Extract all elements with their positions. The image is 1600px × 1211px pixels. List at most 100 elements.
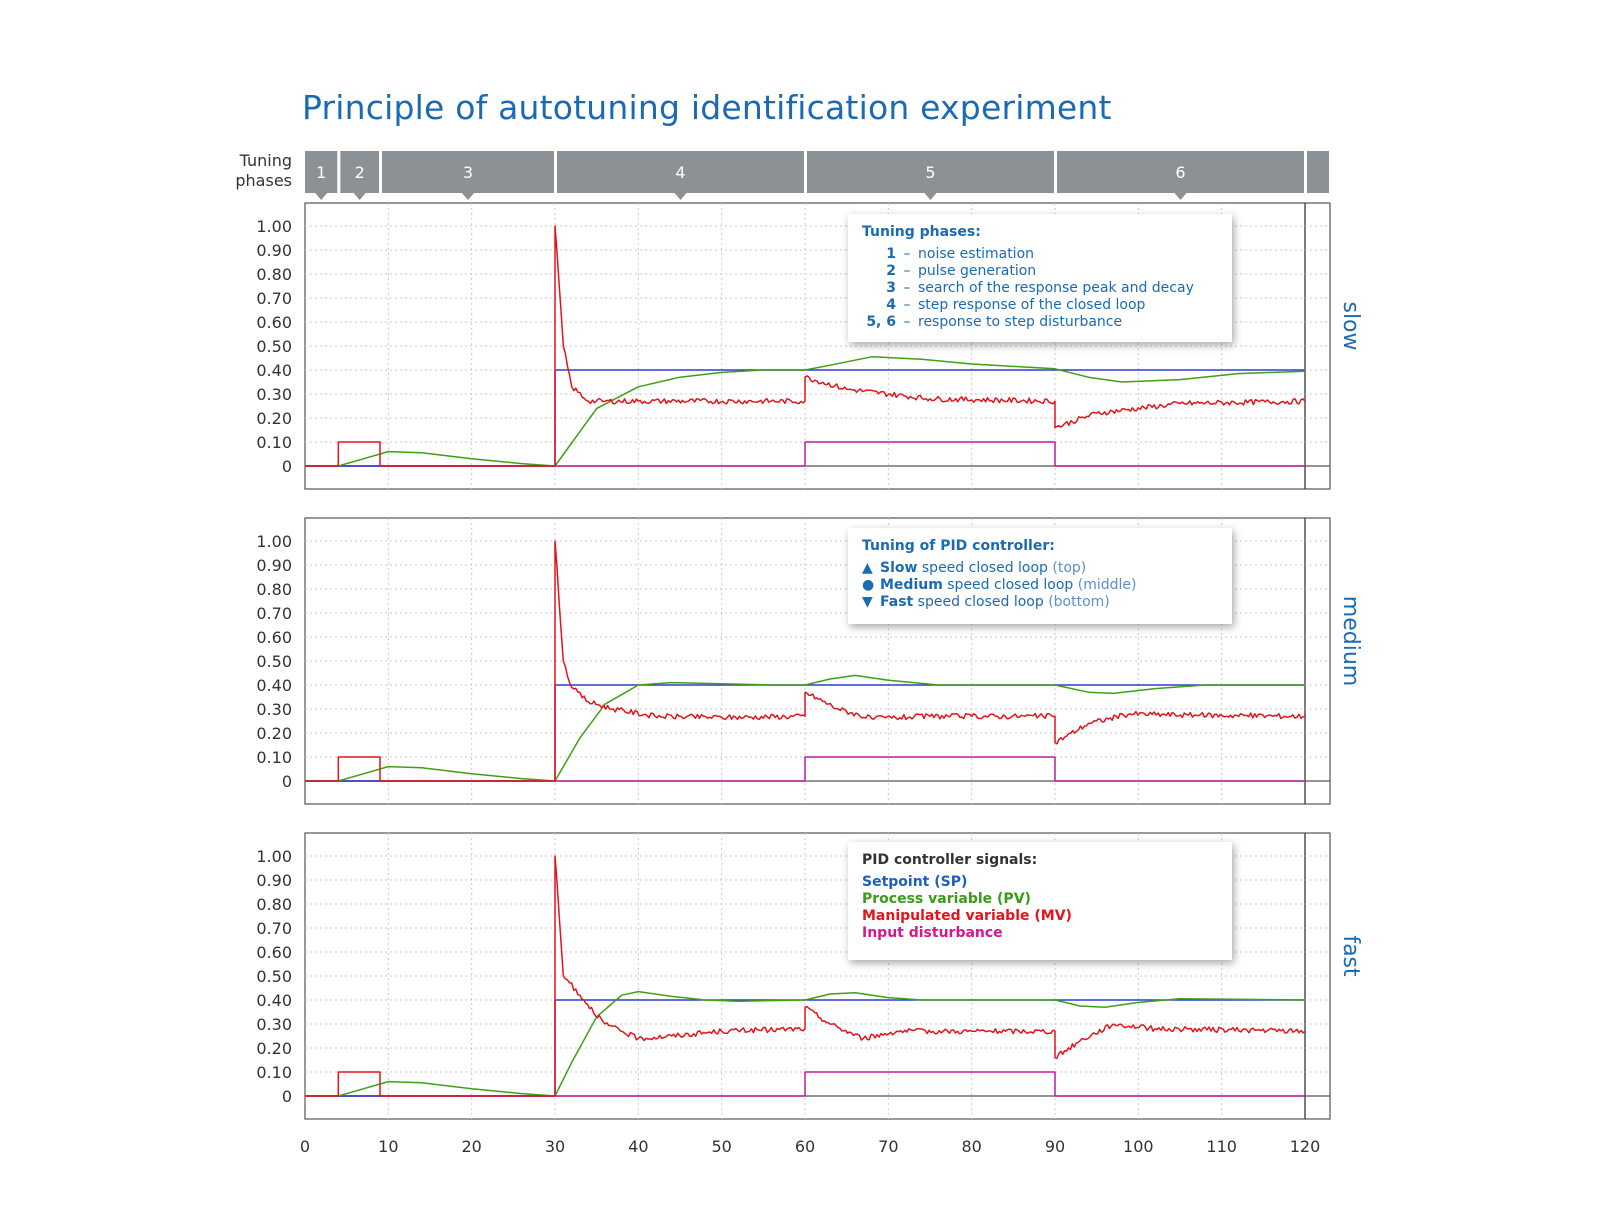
y-tick-label: 0.60	[256, 313, 292, 332]
phase-number: 3	[886, 280, 896, 296]
phase-description: search of the response peak and decay	[918, 280, 1194, 296]
y-tick-label: 0	[282, 772, 292, 791]
phase-number: 1	[886, 246, 896, 262]
triangle-up-icon: ▲	[862, 560, 873, 576]
y-tick-label: 0.60	[256, 628, 292, 647]
speed-note: (bottom)	[1048, 594, 1110, 610]
manipulated-variable-line	[305, 855, 1306, 1097]
speed-note: (top)	[1052, 560, 1087, 576]
phase-pointer	[1174, 193, 1187, 200]
y-tick-label: 0.70	[256, 919, 292, 938]
speed-text: speed closed loop	[917, 594, 1044, 610]
legend-item: ▲ Slow speed closed loop (top)	[862, 560, 1218, 577]
y-tick-label: 1.00	[256, 847, 292, 866]
legend-pid-tuning: Tuning of PID controller: ▲ Slow speed cl…	[848, 528, 1232, 624]
manipulated-variable-line	[305, 225, 1306, 467]
y-tick-label: 0	[282, 457, 292, 476]
y-tick-label: 0.80	[256, 895, 292, 914]
y-tick-label: 0.50	[256, 337, 292, 356]
y-tick-label: 1.00	[256, 532, 292, 551]
y-tick-label: 0.10	[256, 1063, 292, 1082]
x-tick-label: 50	[711, 1137, 731, 1156]
y-tick-label: 0.90	[256, 556, 292, 575]
x-tick-label: 80	[961, 1137, 981, 1156]
y-tick-label: 0.70	[256, 289, 292, 308]
x-tick-label: 100	[1123, 1137, 1154, 1156]
phase-pointer	[462, 193, 474, 200]
phase-segment	[557, 151, 804, 193]
y-tick-label: 0.80	[256, 580, 292, 599]
phase-segment	[382, 151, 554, 193]
circle-icon: ●	[862, 577, 875, 593]
legend-tuning-phases: Tuning phases: 1– noise estimation 2– puls…	[848, 214, 1232, 342]
y-tick-label: 0.40	[256, 361, 292, 380]
phase-label: 5	[925, 163, 935, 182]
y-tick-label: 0.40	[256, 991, 292, 1010]
y-tick-label: 0.30	[256, 700, 292, 719]
phase-number: 2	[886, 263, 896, 279]
x-tick-label: 10	[378, 1137, 398, 1156]
phase-description: step response of the closed loop	[918, 297, 1146, 313]
y-tick-label: 0.70	[256, 604, 292, 623]
phase-number: 4	[886, 297, 896, 313]
phase-number: 5, 6	[866, 314, 896, 330]
speed-text: speed closed loop	[947, 577, 1074, 593]
phase-pointer	[315, 193, 328, 200]
speed-note: (middle)	[1077, 577, 1137, 593]
speed-name: Medium	[880, 577, 943, 593]
legend-item-sp: Setpoint (SP)	[862, 874, 968, 890]
y-tick-label: 0.90	[256, 241, 292, 260]
y-tick-label: 0.20	[256, 724, 292, 743]
x-tick-label: 120	[1290, 1137, 1321, 1156]
phase-pointer	[674, 193, 687, 200]
y-tick-label: 0.20	[256, 409, 292, 428]
legend-item: ▼ Fast speed closed loop (bottom)	[862, 594, 1218, 611]
panel-label: slow	[1338, 301, 1363, 350]
x-tick-label: 70	[878, 1137, 898, 1156]
legend-item-disturbance: Input disturbance	[862, 925, 1003, 941]
y-tick-label: 0.50	[256, 652, 292, 671]
phase-description: noise estimation	[918, 246, 1035, 262]
phase-segment	[340, 151, 379, 193]
x-tick-label: 30	[545, 1137, 565, 1156]
y-tick-label: 0.60	[256, 943, 292, 962]
phase-description: response to step disturbance	[918, 314, 1123, 330]
disturbance-line	[305, 441, 1305, 467]
triangle-down-icon: ▼	[862, 594, 873, 610]
y-tick-label: 0.90	[256, 871, 292, 890]
process-variable-line	[305, 990, 1306, 1097]
legend-heading: Tuning phases:	[862, 224, 981, 240]
y-tick-label: 0.30	[256, 1015, 292, 1034]
phase-pointer	[924, 193, 937, 200]
phase-pointer	[353, 193, 366, 200]
phase-label: 2	[355, 163, 365, 182]
chart-title: Principle of autotuning identification e…	[302, 88, 1112, 127]
tuning-phases-label: Tuning	[239, 151, 292, 170]
legend-item: 3– search of the response peak and decay	[862, 280, 1218, 297]
phase-segment	[1057, 151, 1304, 193]
x-tick-label: 20	[461, 1137, 481, 1156]
y-tick-label: 0.10	[256, 748, 292, 767]
phase-description: pulse generation	[918, 263, 1037, 279]
phase-segment	[305, 151, 338, 193]
x-tick-label: 0	[300, 1137, 310, 1156]
legend-item: ● Medium speed closed loop (middle)	[862, 577, 1218, 594]
legend-item: 2– pulse generation	[862, 263, 1218, 280]
tuning-phases-label: phases	[235, 171, 292, 190]
legend-item: 5, 6– response to step disturbance	[862, 314, 1218, 331]
y-tick-label: 0	[282, 1087, 292, 1106]
x-tick-label: 90	[1045, 1137, 1065, 1156]
legend-controller-signals: PID controller signals: Setpoint (SP) Pr…	[848, 842, 1232, 960]
legend-heading: Tuning of PID controller:	[862, 538, 1055, 554]
panel-label: medium	[1338, 596, 1363, 686]
y-tick-label: 1.00	[256, 217, 292, 236]
speed-text: speed closed loop	[921, 560, 1048, 576]
legend-item-mv: Manipulated variable (MV)	[862, 908, 1072, 924]
legend-heading: PID controller signals:	[862, 852, 1038, 868]
phase-label: 6	[1175, 163, 1185, 182]
x-tick-label: 40	[628, 1137, 648, 1156]
phase-label: 1	[316, 163, 326, 182]
disturbance-line	[305, 1071, 1305, 1097]
legend-item: 4– step response of the closed loop	[862, 297, 1218, 314]
